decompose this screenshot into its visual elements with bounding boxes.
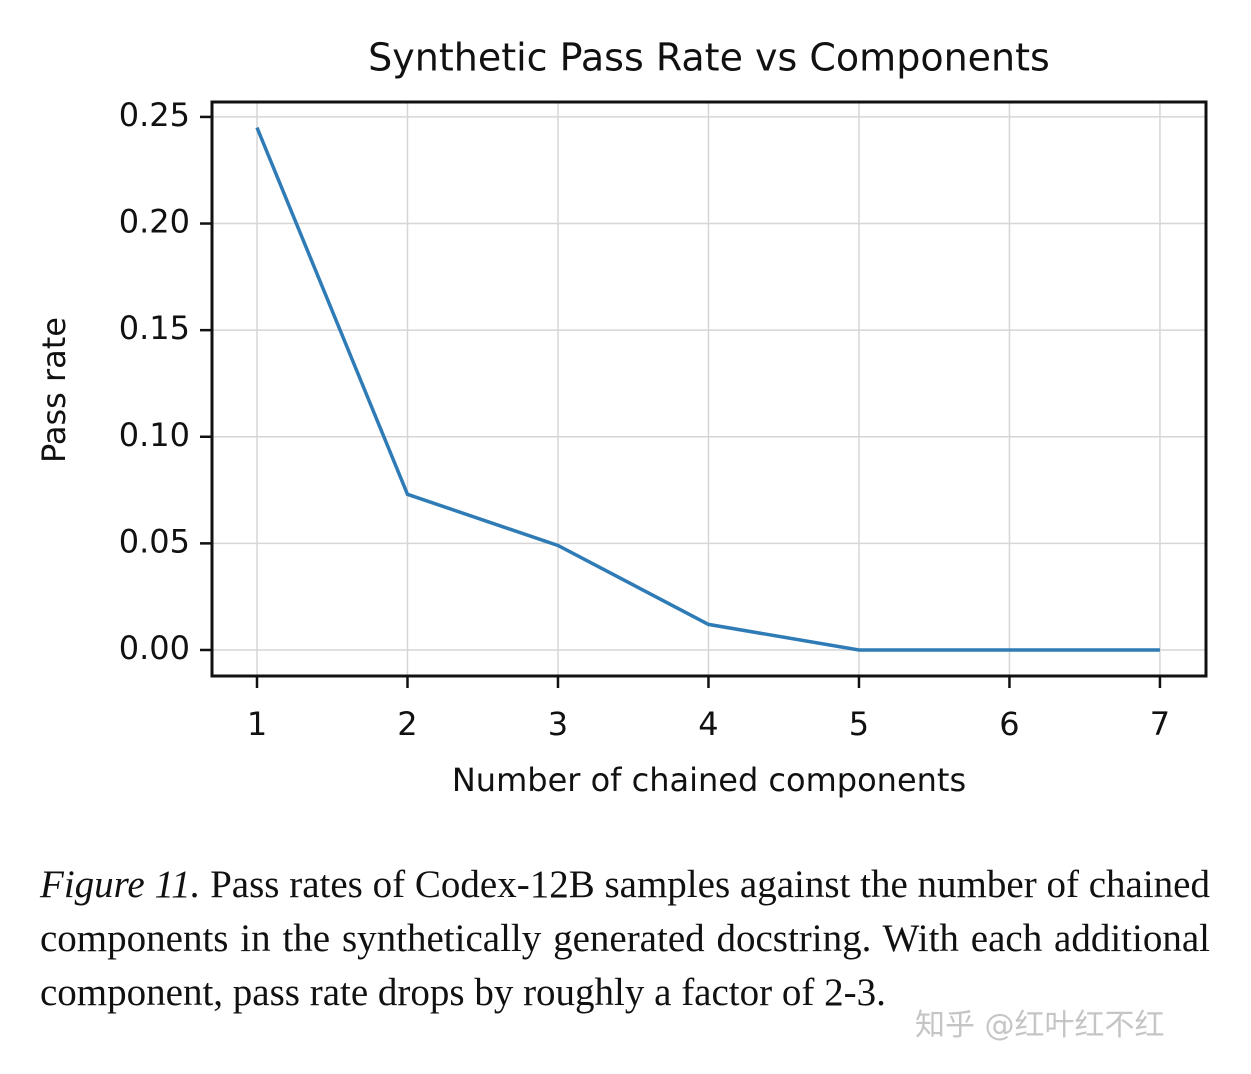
caption: Figure 11. Pass rates of Codex-12B sampl… <box>40 858 1210 1020</box>
y-tick-label: 0.05 <box>119 522 190 560</box>
caption-label: Figure 11. <box>40 863 201 906</box>
x-tick-label: 1 <box>247 705 267 743</box>
caption-text: Pass rates of Codex-12B samples against … <box>40 863 1210 1014</box>
y-tick-label: 0.25 <box>119 96 190 134</box>
line <box>255 126 1160 652</box>
y-axis-label: Pass rate <box>35 317 73 463</box>
x-tick-label: 5 <box>849 705 869 743</box>
y-tick-label: 0.10 <box>119 416 190 454</box>
x-tick-label: 3 <box>548 705 568 743</box>
x-tick-label: 7 <box>1150 705 1170 743</box>
y-tick-label: 0.20 <box>119 203 190 241</box>
chart: Synthetic Pass Rate vs Components Number… <box>35 36 1208 799</box>
x-tick-label: 6 <box>999 705 1019 743</box>
y-tick-label: 0.00 <box>119 629 190 667</box>
plot-frame <box>210 100 1208 678</box>
watermark: 知乎 @红叶红不红 <box>915 1008 1165 1043</box>
x-tick-label: 2 <box>397 705 417 743</box>
chart-title: Synthetic Pass Rate vs Components <box>368 36 1050 80</box>
y-tick-label: 0.15 <box>119 309 190 347</box>
x-axis-label: Number of chained components <box>452 761 966 799</box>
x-tick-label: 4 <box>698 705 718 743</box>
